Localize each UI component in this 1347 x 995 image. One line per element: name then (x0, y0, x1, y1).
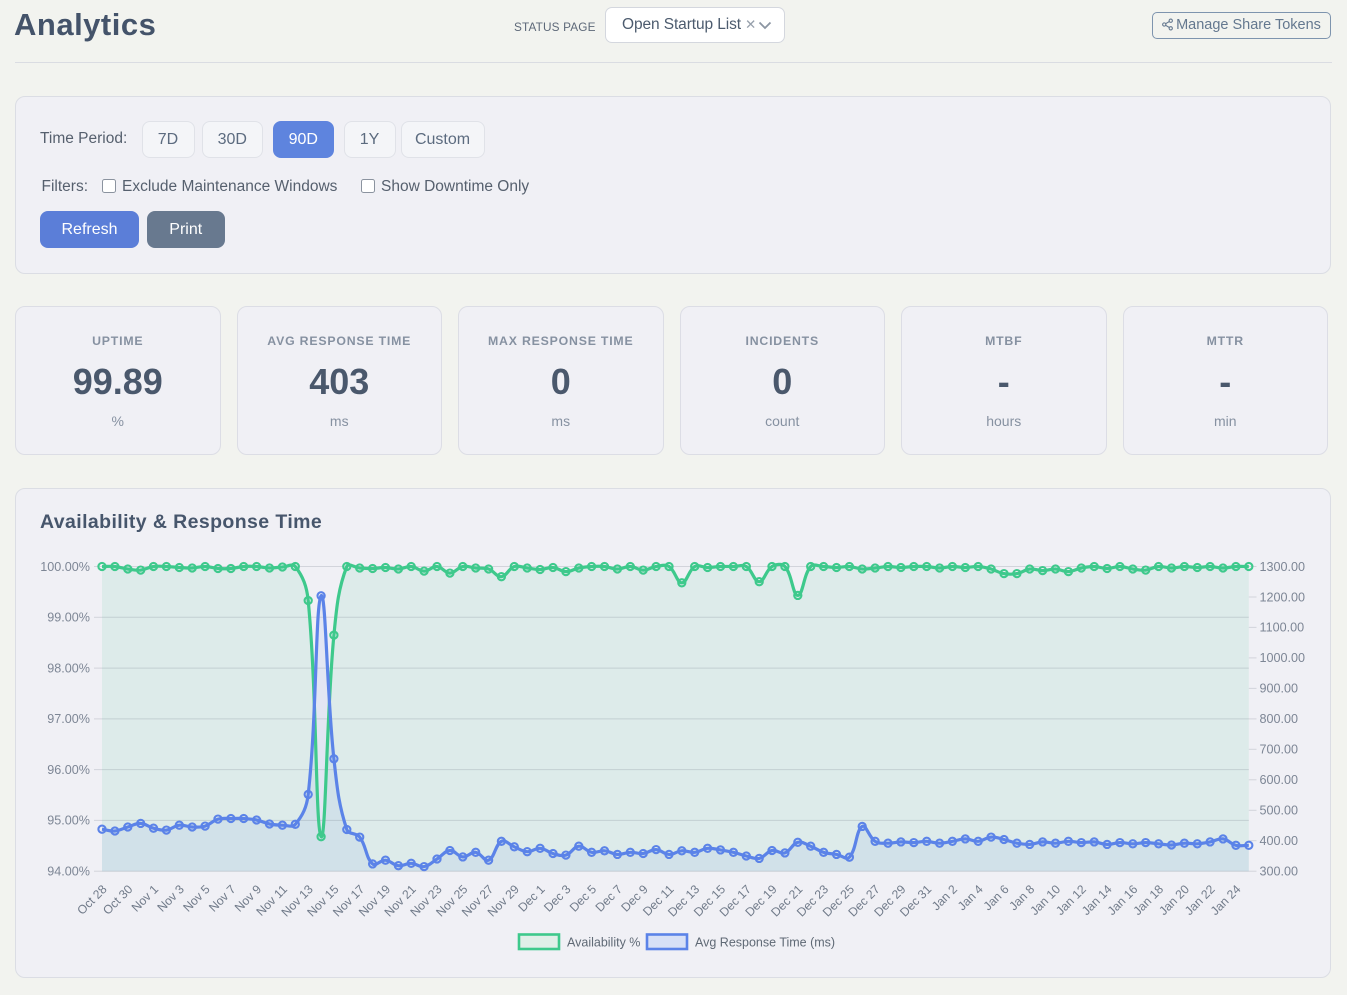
svg-text:Nov 5: Nov 5 (180, 882, 213, 915)
svg-text:94.00%: 94.00% (47, 865, 90, 879)
svg-text:Avg Response Time (ms): Avg Response Time (ms) (695, 935, 835, 949)
svg-text:Dec 3: Dec 3 (541, 882, 574, 915)
svg-text:100.00%: 100.00% (40, 560, 90, 574)
svg-text:Nov 7: Nov 7 (206, 882, 239, 915)
svg-text:Nov 3: Nov 3 (155, 882, 188, 915)
svg-text:Jan 4: Jan 4 (955, 882, 986, 913)
svg-text:Dec 5: Dec 5 (567, 882, 600, 915)
svg-text:98.00%: 98.00% (47, 661, 90, 675)
svg-text:900.00: 900.00 (1260, 682, 1299, 696)
svg-text:600.00: 600.00 (1260, 773, 1299, 787)
svg-text:1200.00: 1200.00 (1260, 590, 1306, 604)
svg-text:Oct 30: Oct 30 (100, 882, 135, 917)
svg-text:1000.00: 1000.00 (1260, 651, 1306, 665)
svg-text:Nov 1: Nov 1 (129, 882, 162, 915)
svg-text:95.00%: 95.00% (47, 814, 90, 828)
svg-text:97.00%: 97.00% (47, 712, 90, 726)
svg-text:400.00: 400.00 (1260, 834, 1299, 848)
svg-text:500.00: 500.00 (1260, 804, 1299, 818)
svg-text:Jan 6: Jan 6 (981, 882, 1012, 913)
svg-text:Dec 7: Dec 7 (593, 882, 626, 915)
svg-text:96.00%: 96.00% (47, 763, 90, 777)
svg-text:300.00: 300.00 (1260, 865, 1299, 879)
svg-text:Dec 1: Dec 1 (515, 882, 548, 915)
svg-text:1100.00: 1100.00 (1260, 621, 1305, 635)
svg-text:Availability %: Availability % (567, 935, 640, 949)
svg-text:99.00%: 99.00% (47, 611, 90, 625)
svg-text:Jan 2: Jan 2 (929, 882, 960, 913)
svg-text:700.00: 700.00 (1260, 743, 1299, 757)
svg-text:800.00: 800.00 (1260, 712, 1299, 726)
svg-text:1300.00: 1300.00 (1260, 560, 1306, 574)
svg-text:Jan 24: Jan 24 (1208, 882, 1244, 918)
